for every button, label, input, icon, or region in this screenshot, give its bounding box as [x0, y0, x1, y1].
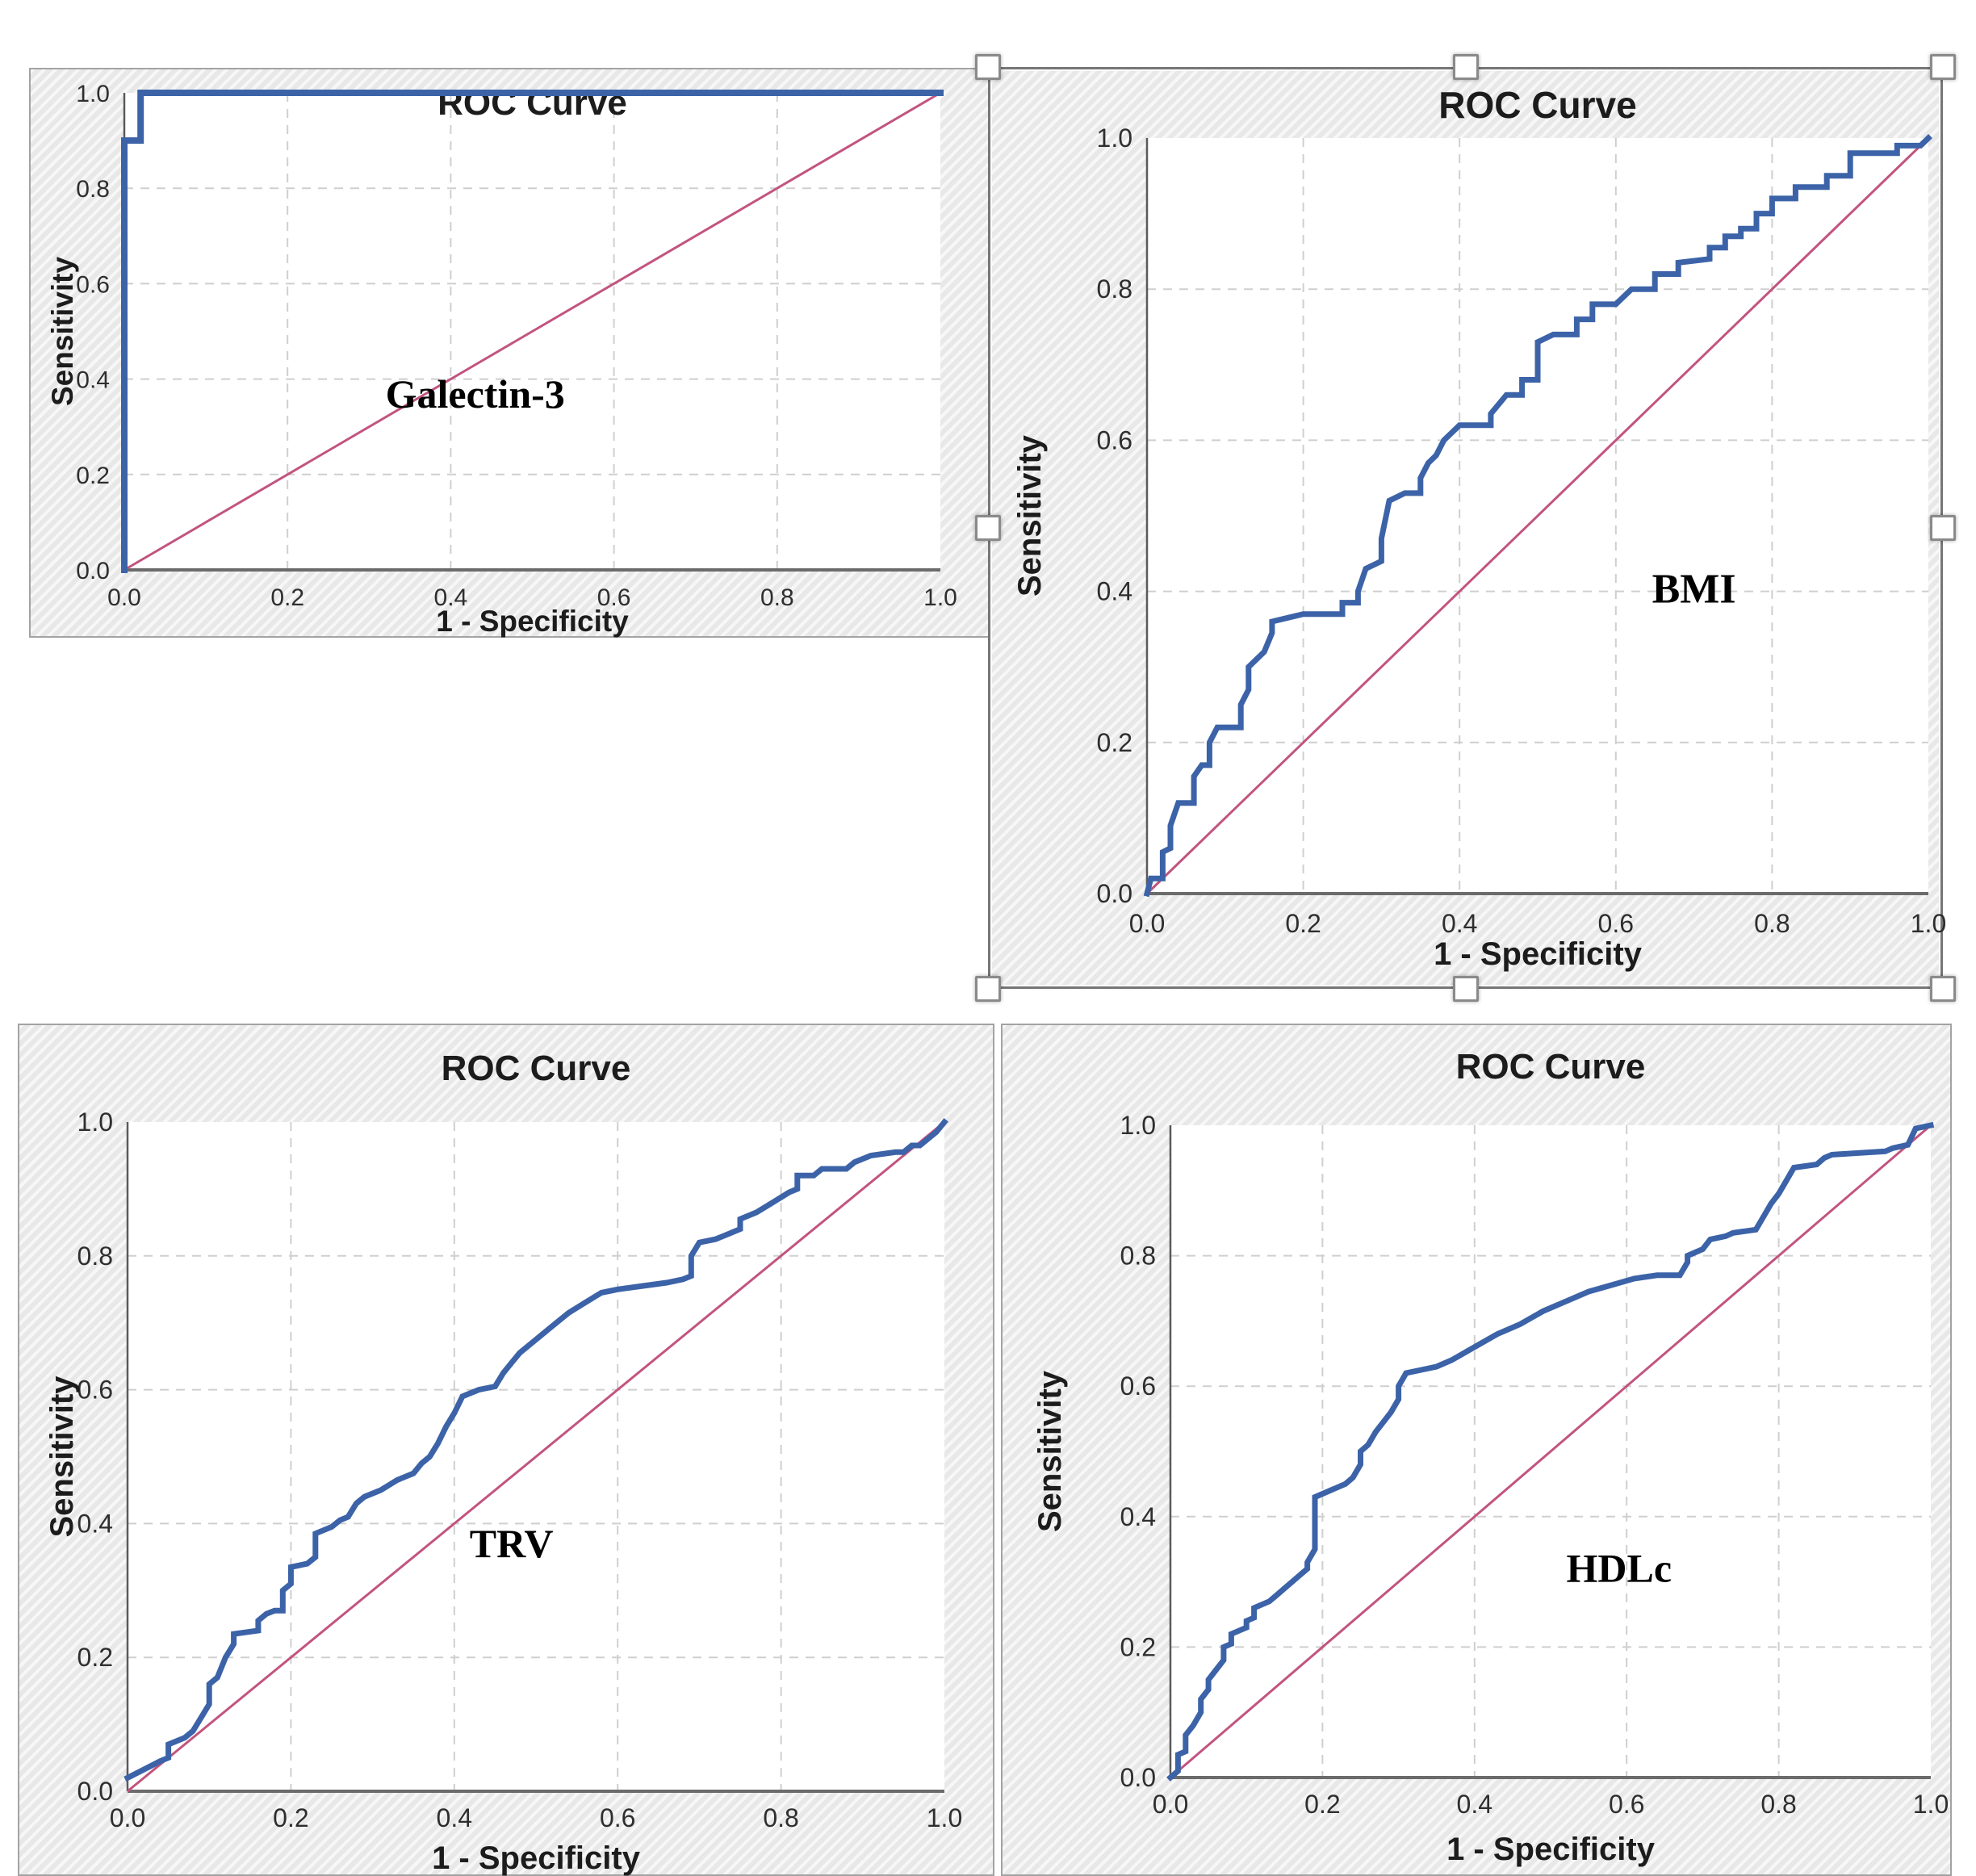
y-tick-label: 0.0: [77, 1777, 113, 1806]
x-tick-label: 0.2: [273, 1803, 308, 1832]
selection-handle-bottom-right[interactable]: [1930, 976, 1956, 1002]
y-tick-label: 0.0: [1120, 1763, 1156, 1792]
x-tick-label: 0.6: [1598, 909, 1634, 938]
y-tick-label: 1.0: [1120, 1111, 1156, 1140]
x-tick-label: 1.0: [1911, 909, 1945, 938]
x-tick-label: 0.0: [1129, 909, 1165, 938]
y-axis-label: Sensitivity: [46, 257, 79, 406]
y-axis-label: Sensitivity: [44, 1376, 80, 1538]
y-tick-label: 0.4: [1097, 577, 1132, 606]
roc-figure-trv[interactable]: ROC Curve 1.0 0.8 0.6 0.4 0.2 0.0 0.0 0.2 0.4 0.6 0…: [18, 1024, 994, 1876]
x-axis-label: 1 - Specificity: [436, 605, 629, 638]
x-axis-label: 1 - Specificity: [1434, 936, 1643, 972]
x-tick-label: 0.4: [437, 1803, 472, 1832]
x-tick-label: 0.0: [110, 1803, 145, 1832]
chart-title: ROC Curve: [437, 83, 627, 123]
y-tick-label: 0.6: [1120, 1371, 1156, 1401]
x-tick-label: 1.0: [923, 584, 957, 611]
y-tick-label: 0.8: [1097, 274, 1132, 304]
chart-title: ROC Curve: [1456, 1047, 1646, 1087]
x-tick-label: 0.2: [1285, 909, 1321, 938]
chart-title: ROC Curve: [442, 1049, 631, 1088]
roc-chart-canvas: ROC Curve 1.0 0.8 0.6 0.4 0.2 0.00.0 0.2 0.4 0.6 0…: [46, 81, 957, 638]
x-tick-label: 0.6: [1609, 1790, 1644, 1819]
y-tick-label: 0.0: [76, 558, 110, 584]
y-tick-label: 0.2: [76, 463, 110, 489]
x-tick-label: 0.2: [1304, 1790, 1340, 1819]
roc-chart-canvas: ROC Curve 1.0 0.8 0.6 0.4 0.2 0.00.0 0.2 0.4 0.6 0…: [1012, 84, 1945, 972]
roc-figure-galectin3[interactable]: ROC Curve 1.0 0.8 0.6 0.4 0.2 0.0 0.0 0.2 0.4 0.6 0…: [29, 68, 1014, 638]
x-tick-label: 0.0: [107, 584, 141, 611]
selection-handle-middle-left[interactable]: [975, 515, 1001, 541]
y-tick-label: 0.2: [1120, 1632, 1156, 1661]
y-tick-label: 0.6: [76, 271, 110, 298]
x-tick-label: 0.0: [1153, 1790, 1188, 1819]
chart-annotation: TRV: [470, 1521, 554, 1566]
selection-handle-bottom-middle[interactable]: [1452, 976, 1479, 1002]
y-tick-label: 1.0: [76, 81, 110, 107]
x-tick-label: 0.8: [1760, 1790, 1796, 1819]
y-axis-label: Sensitivity: [1012, 434, 1048, 597]
x-tick-label: 0.6: [597, 584, 631, 611]
selection-handle-top-middle[interactable]: [1452, 54, 1479, 80]
y-axis-label: Sensitivity: [1032, 1370, 1068, 1532]
x-tick-label: 0.8: [763, 1803, 798, 1832]
roc-curve: [121, 90, 944, 573]
roc-curve: [124, 1118, 948, 1782]
selection-handle-top-right[interactable]: [1930, 54, 1956, 80]
x-tick-label: 1.0: [927, 1803, 962, 1832]
x-tick-label: 0.8: [760, 584, 794, 611]
reference-line: [1170, 1124, 1932, 1779]
selection-handle-middle-right[interactable]: [1930, 515, 1956, 541]
roc-chart-canvas: ROC Curve 1.0 0.8 0.6 0.4 0.2 0.00.0 0.2 0.4 0.6 0…: [44, 1049, 962, 1876]
y-tick-label: 1.0: [77, 1108, 113, 1137]
reference-line: [1145, 136, 1930, 895]
chart-annotation: HDLc: [1567, 1546, 1672, 1591]
y-tick-label: 0.6: [1097, 425, 1132, 454]
chart-annotation: Galectin-3: [386, 371, 565, 417]
roc-curve: [1143, 134, 1932, 898]
reference-line: [127, 1120, 945, 1793]
x-axis-label: 1 - Specificity: [432, 1840, 641, 1876]
x-tick-label: 1.0: [1913, 1790, 1949, 1819]
selection-handle-bottom-left[interactable]: [975, 976, 1001, 1002]
y-tick-label: 0.2: [77, 1643, 113, 1672]
y-tick-label: 0.0: [1097, 879, 1132, 908]
selection-handle-top-left[interactable]: [975, 54, 1001, 80]
roc-curve: [1166, 1121, 1935, 1782]
y-tick-label: 1.0: [1097, 124, 1132, 153]
roc-chart-canvas: ROC Curve 1.0 0.8 0.6 0.4 0.2 0.00.0 0.2 0.4 0.6 0…: [1032, 1047, 1949, 1867]
y-tick-label: 0.2: [1097, 728, 1132, 757]
y-tick-label: 0.8: [77, 1242, 113, 1271]
reference-line: [124, 91, 941, 572]
chart-annotation: BMI: [1652, 567, 1736, 613]
y-tick-label: 0.6: [77, 1376, 113, 1405]
x-tick-label: 0.6: [600, 1803, 635, 1832]
chart-title: ROC Curve: [1438, 84, 1636, 126]
x-tick-label: 0.4: [434, 584, 468, 611]
y-tick-label: 0.4: [76, 367, 110, 394]
roc-figure-bmi-selected[interactable]: ROC Curve 1.0 0.8 0.6 0.4 0.2 0.0 0.0 0.2 0.4 0.6 0…: [988, 67, 1945, 989]
y-tick-label: 0.8: [1120, 1242, 1156, 1271]
x-tick-label: 0.4: [1442, 909, 1477, 938]
y-tick-label: 0.4: [1120, 1502, 1156, 1531]
roc-figure-hdlc[interactable]: ROC Curve 1.0 0.8 0.6 0.4 0.2 0.0 0.0 0.2 0.4 0.6 0…: [1001, 1024, 1952, 1876]
x-tick-label: 0.4: [1457, 1790, 1492, 1819]
x-tick-label: 0.8: [1754, 909, 1790, 938]
x-axis-label: 1 - Specificity: [1446, 1832, 1656, 1867]
y-tick-label: 0.8: [76, 176, 110, 203]
y-tick-label: 0.4: [77, 1509, 113, 1538]
x-tick-label: 0.2: [270, 584, 304, 611]
